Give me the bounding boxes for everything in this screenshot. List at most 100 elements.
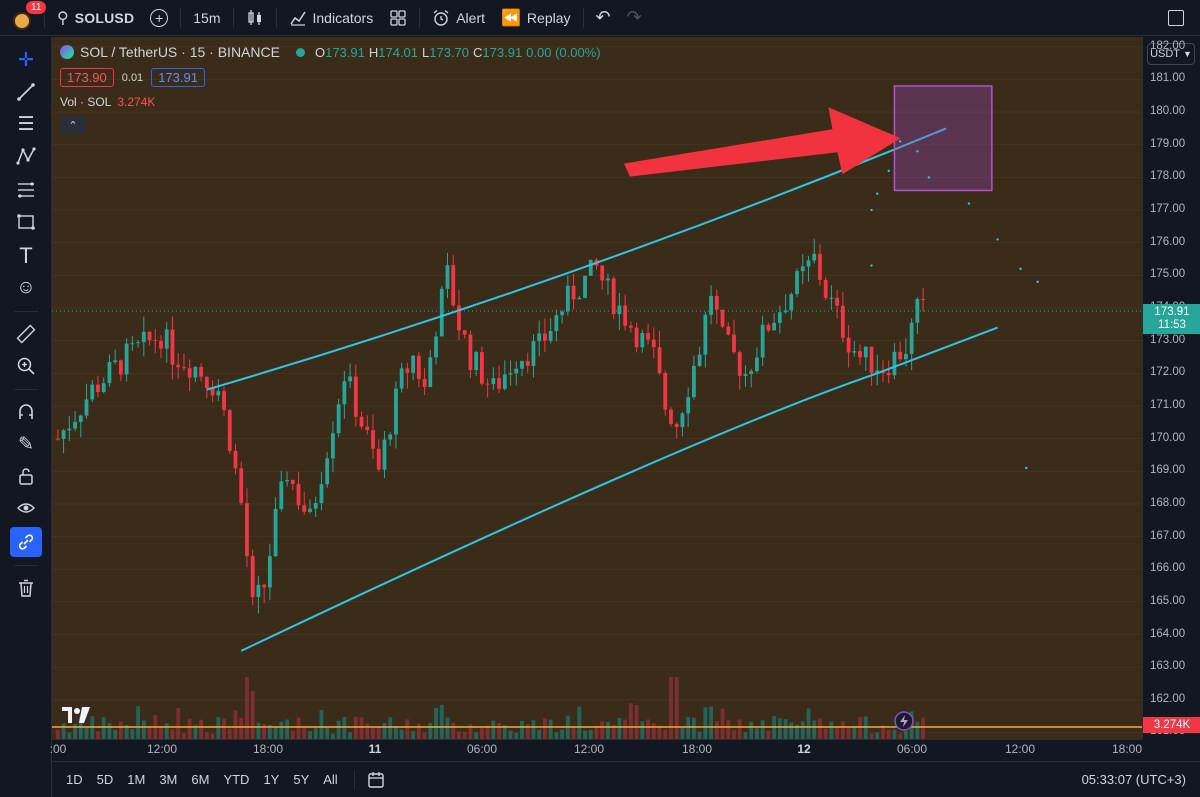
emoji-icon[interactable]: ☺ [16,277,36,298]
eye-icon[interactable] [10,493,42,523]
volume-bar [302,727,307,739]
range-button-6m[interactable]: 6M [191,772,210,787]
channel-upper-line[interactable] [206,127,947,391]
candle-body [921,299,925,301]
pattern-icon[interactable] [10,141,42,171]
price-axis[interactable]: USDT ▼ 182.00 181.00 180.00 179.00 178.00 177… [1142,37,1200,739]
volume-bar [732,730,736,739]
zoom-icon[interactable] [10,351,42,381]
user-avatar[interactable]: 11 [4,0,47,36]
top-toolbar: 11 ⚲ SOLUSD + 15m Indicators Alert ⏪ Rep… [0,0,1200,36]
candle-body [130,343,135,345]
range-button-5d[interactable]: 5D [96,772,114,787]
candle-body [840,305,845,338]
market-status-icon[interactable] [295,47,305,57]
replay-button[interactable]: ⏪ Replay [493,0,579,36]
range-button-all[interactable]: All [323,772,338,787]
currency-selector[interactable]: USDT ▼ [1147,43,1195,65]
candle-body [302,505,307,512]
indicators-label: Indicators [312,9,374,26]
chevron-down-icon: ▼ [1183,49,1192,59]
candle-body [78,415,83,422]
symbol-search-button[interactable]: ⚲ SOLUSD [49,0,142,36]
candle-body [915,299,920,323]
range-button-ytd[interactable]: YTD [223,772,250,787]
clock-timezone[interactable]: 05:33:07 (UTC+3) [1081,772,1186,787]
volume-bar [256,722,261,739]
toolbar-divider [582,7,584,28]
go-to-date-button[interactable] [367,771,385,789]
drawings[interactable] [206,85,1039,652]
candle-body [153,340,158,342]
horizontal-lines-icon[interactable]: ☰ [17,113,35,135]
lock-icon[interactable] [10,461,42,491]
buy-price-button[interactable]: 173.91 [151,68,205,87]
range-button-1m[interactable]: 1M [127,772,146,787]
candle-body [749,371,754,375]
replay-label: Replay [526,9,571,26]
magnet-icon[interactable] [10,397,42,427]
bar-countdown: 11:53 [1158,318,1186,331]
live-indicator-icon[interactable] [894,711,914,731]
volume-bar [795,724,799,739]
volume-bar [491,720,496,739]
volume-bar [886,729,891,739]
time-axis[interactable]: :00 12:00 18:00 11 06:00 12:00 18:00 12 06:00 12:… [50,739,1143,761]
candle-body [812,253,817,261]
link-icon[interactable] [10,527,42,557]
target-zone-box[interactable] [893,85,993,192]
candle-body [296,483,301,506]
volume-bar [124,725,129,739]
candle-body [279,481,284,509]
candle-body [319,484,324,504]
range-button-5y[interactable]: 5Y [293,772,310,787]
volume-label[interactable]: Vol · SOL [60,95,112,109]
volume-bar [55,729,60,739]
indicators-button[interactable]: Indicators [281,0,382,36]
interval-button[interactable]: 15m [193,9,221,26]
time-tick: 18:00 [1111,742,1143,756]
price-chart[interactable] [52,37,1142,739]
legend-collapse-button[interactable]: ⌃ [60,116,86,134]
legend-title[interactable]: SOL / TetherUS · 15 · BINANCE [80,44,280,60]
candle-body [548,331,553,341]
range-button-1d[interactable]: 1D [66,772,83,787]
ruler-icon[interactable] [10,319,42,349]
sell-price-button[interactable]: 173.90 [60,68,114,87]
redo-button[interactable]: ↷ [619,0,650,36]
candle-body [651,339,656,348]
rectangle-icon[interactable] [10,207,42,237]
volume-bar [892,729,897,739]
fullscreen-button[interactable] [1160,0,1192,36]
layouts-button[interactable] [381,0,415,36]
crosshair-icon[interactable]: ✛ [18,49,34,71]
price-tick: 176.00 [1150,235,1186,248]
range-button-1y[interactable]: 1Y [263,772,280,787]
sidebar-divider [14,565,38,566]
candle-body [886,372,891,376]
trash-icon[interactable] [10,573,42,603]
candle-body [669,409,673,424]
candle-body [726,326,731,335]
toolbar-divider [180,7,182,28]
last-price-value: 173.91 [1154,305,1190,318]
fib-icon[interactable] [10,175,42,205]
candle-body [182,367,186,369]
volume-bar [514,732,519,739]
trend-line-icon[interactable] [10,77,42,107]
alert-button[interactable]: Alert [424,0,493,36]
candle-body [606,278,610,281]
compare-symbol-button[interactable]: + [142,0,176,36]
volume-bar [267,724,272,739]
text-icon[interactable]: T [19,243,33,268]
price-tick: 164.00 [1150,627,1186,640]
pencil-lock-icon[interactable]: ✎ [18,433,34,455]
volume-bar [697,731,702,739]
range-button-3m[interactable]: 3M [159,772,178,787]
chart-type-button[interactable] [238,0,272,36]
volume-bar [543,718,547,739]
channel-lower-line[interactable] [240,326,998,652]
undo-button[interactable]: ↶ [588,0,619,36]
annotation-arrow[interactable] [624,107,901,177]
